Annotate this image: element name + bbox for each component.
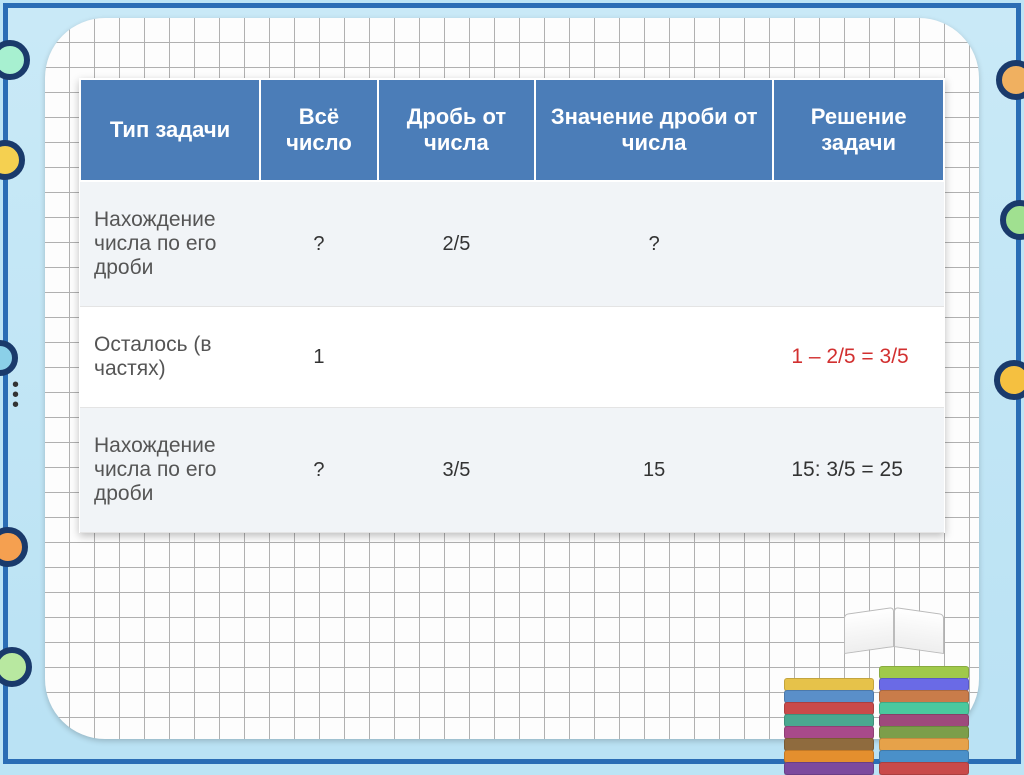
table-row: Осталось (в частях)1 1 – 2/5 = 3/5	[80, 307, 944, 408]
open-book-icon	[844, 607, 944, 649]
row-solution	[773, 181, 944, 307]
row-solution: 15: 3/5 = 25	[773, 408, 944, 533]
row-type: Нахождение числа по его дроби	[80, 408, 260, 533]
table-row: Нахождение числа по его дроби?3/51515: 3…	[80, 408, 944, 533]
row-cell: 3/5	[378, 408, 535, 533]
col-solution: Решение задачи	[773, 79, 944, 181]
row-cell: ?	[260, 408, 378, 533]
row-cell	[535, 307, 773, 408]
table-row: Нахождение числа по его дроби?2/5?	[80, 181, 944, 307]
row-cell: ?	[535, 181, 773, 307]
right-decoration	[990, 0, 1024, 767]
table-header-row: Тип задачи Всё число Дробь от числа Знач…	[80, 79, 944, 181]
fraction-problem-table: Тип задачи Всё число Дробь от числа Знач…	[79, 78, 945, 533]
row-cell: ?	[260, 181, 378, 307]
row-cell: 1	[260, 307, 378, 408]
col-fraction: Дробь от числа	[378, 79, 535, 181]
book-spine	[879, 762, 969, 775]
book-spine	[784, 762, 874, 775]
books-decoration	[784, 635, 994, 775]
col-value: Значение дроби от числа	[535, 79, 773, 181]
row-cell: 15	[535, 408, 773, 533]
row-cell: 2/5	[378, 181, 535, 307]
col-whole: Всё число	[260, 79, 378, 181]
row-solution: 1 – 2/5 = 3/5	[773, 307, 944, 408]
row-type: Нахождение числа по его дроби	[80, 181, 260, 307]
col-type: Тип задачи	[80, 79, 260, 181]
grid-card: Тип задачи Всё число Дробь от числа Знач…	[45, 18, 979, 739]
row-type: Осталось (в частях)	[80, 307, 260, 408]
left-decoration: •• •	[0, 0, 30, 767]
row-cell	[378, 307, 535, 408]
